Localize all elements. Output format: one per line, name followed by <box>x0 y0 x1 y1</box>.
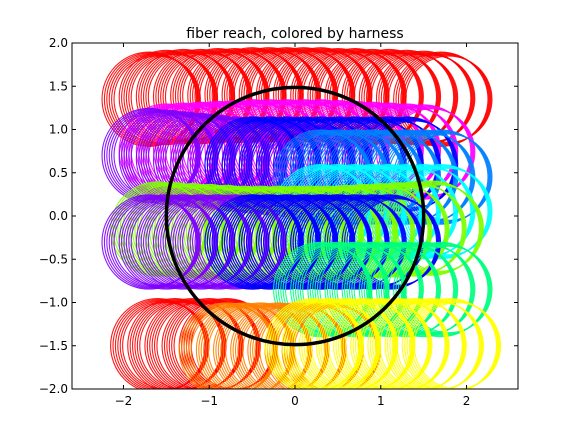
fiber-reach-ring <box>164 198 253 286</box>
x-tick-label: −1 <box>200 394 218 408</box>
fiber-reach-ring <box>127 298 223 389</box>
fiber-reach-ring <box>353 245 442 334</box>
fiber-reach-ring <box>212 302 309 389</box>
y-tick-label: 0.5 <box>49 166 68 180</box>
fiber-reach-ring <box>255 194 352 290</box>
fiber-reach-ring <box>404 298 498 389</box>
fiber-reach-ring <box>361 130 456 224</box>
fiber-reach-ring <box>393 241 489 338</box>
fiber-reach-ring <box>375 241 472 338</box>
fiber-reach-ring <box>394 301 484 389</box>
fiber-reach-ring <box>397 53 491 146</box>
fiber-reach-ring <box>408 300 500 389</box>
fiber-reach-ring <box>290 194 386 290</box>
fiber-reach-ring <box>411 301 501 389</box>
fiber-reach-ring <box>135 111 232 207</box>
fiber-reach-ring <box>161 298 257 389</box>
fiber-reach-ring <box>113 198 201 286</box>
fiber-reach-ring <box>135 194 232 290</box>
fiber-reach-ring <box>397 130 491 224</box>
y-tick-label: 0.0 <box>49 209 68 223</box>
fiber-reach-ring <box>195 302 292 389</box>
fiber-reach-ring <box>101 51 197 147</box>
fiber-reach-ring <box>130 198 219 286</box>
fiber-series-layer <box>101 47 502 389</box>
x-tick-label: 0 <box>291 394 299 408</box>
fiber-reach-ring <box>378 130 473 224</box>
fiber-reach-ring <box>397 165 491 258</box>
x-tick-label: −2 <box>115 394 133 408</box>
reference-circle-layer <box>164 85 426 347</box>
fiber-reach-ring <box>350 298 446 389</box>
fiber-reach-ring <box>335 298 430 389</box>
chart-title: fiber reach, colored by harness <box>186 26 403 42</box>
y-tick-label: −1.5 <box>39 339 68 353</box>
fiber-reach-ring <box>216 198 304 286</box>
fiber-reach-ring <box>384 298 480 389</box>
fiber-reach-ring <box>147 198 236 286</box>
fiber-reach-ring <box>152 194 249 290</box>
fiber-reach-ring <box>307 194 403 290</box>
y-tick-label: −2.0 <box>39 382 68 396</box>
fiber-reach-ring <box>395 242 490 337</box>
y-tick-label: −0.5 <box>39 252 68 266</box>
fiber-reach-ring <box>395 130 490 224</box>
fiber-reach-ring <box>359 301 449 389</box>
fiber-reach-ring <box>135 48 232 145</box>
fiber-reach-ring <box>386 298 481 389</box>
fiber-reach-ring <box>396 184 484 272</box>
fiber-reach-ring <box>400 166 491 257</box>
fiber-reach-ring <box>333 298 429 389</box>
fiber-reach-ring <box>273 194 369 290</box>
fiber-reach-ring <box>221 194 317 290</box>
fiber-reach-ring <box>400 53 491 145</box>
x-tick-label: 2 <box>463 394 471 408</box>
tick-layer: −2 −1 0 1 2 −2.0 −1.5 −1.0 −0.5 0.0 0.5 1.0 1.5 2.0 <box>39 36 518 408</box>
fiber-reach-ring <box>319 245 407 334</box>
y-tick-label: −1.0 <box>39 296 68 310</box>
fiber-reach-ring <box>336 245 424 334</box>
fiber-reach-ring <box>199 198 287 286</box>
fiber-reach-ring <box>230 302 326 389</box>
x-tick-label: 1 <box>377 394 385 408</box>
fiber-reach-ring <box>238 194 335 290</box>
fiber-reach-ring <box>110 298 206 389</box>
fiber-reach-ring <box>315 298 412 389</box>
fiber-reach-ring <box>101 194 197 290</box>
fiber-reach-ring <box>178 302 275 389</box>
fiber-reach-ring <box>385 167 475 257</box>
fiber-reach-ring <box>401 298 498 389</box>
fiber-reach-ring <box>369 298 464 389</box>
y-tick-label: 2.0 <box>49 36 68 50</box>
fiber-reach-ring <box>264 298 360 389</box>
fiber-reach-ring <box>144 298 240 389</box>
fiber-reach-ring <box>376 301 466 389</box>
fiber-reach-ring <box>405 245 493 334</box>
fiber-reach-ring <box>342 301 432 389</box>
fiber-reach-ring <box>370 245 459 334</box>
fiber-reach-ring <box>187 194 283 290</box>
fiber-reach-ring <box>394 183 484 273</box>
fiber-reach-ring <box>352 298 447 389</box>
fiber-reach-ring <box>341 241 438 338</box>
fiber-reach-ring <box>402 54 492 144</box>
fiber-reach-ring <box>405 167 493 256</box>
y-tick-label: 1.5 <box>49 79 68 93</box>
fiber-reach-ring <box>324 241 420 338</box>
fiber-reach-ring <box>378 242 473 337</box>
fiber-reach-ring <box>406 299 499 389</box>
fiber-reach-ring <box>285 245 373 334</box>
fiber-reach-ring <box>204 194 300 290</box>
fiber-reach-ring <box>387 245 476 334</box>
fiber-reach-ring <box>358 241 455 338</box>
fiber-reach-ring <box>182 198 270 286</box>
fiber-reach-ring <box>367 298 463 389</box>
reference-circle <box>164 85 426 347</box>
fiber-reach-ring <box>273 241 369 338</box>
y-tick-label: 1.0 <box>49 123 68 137</box>
fiber-reach-ring <box>402 167 492 257</box>
